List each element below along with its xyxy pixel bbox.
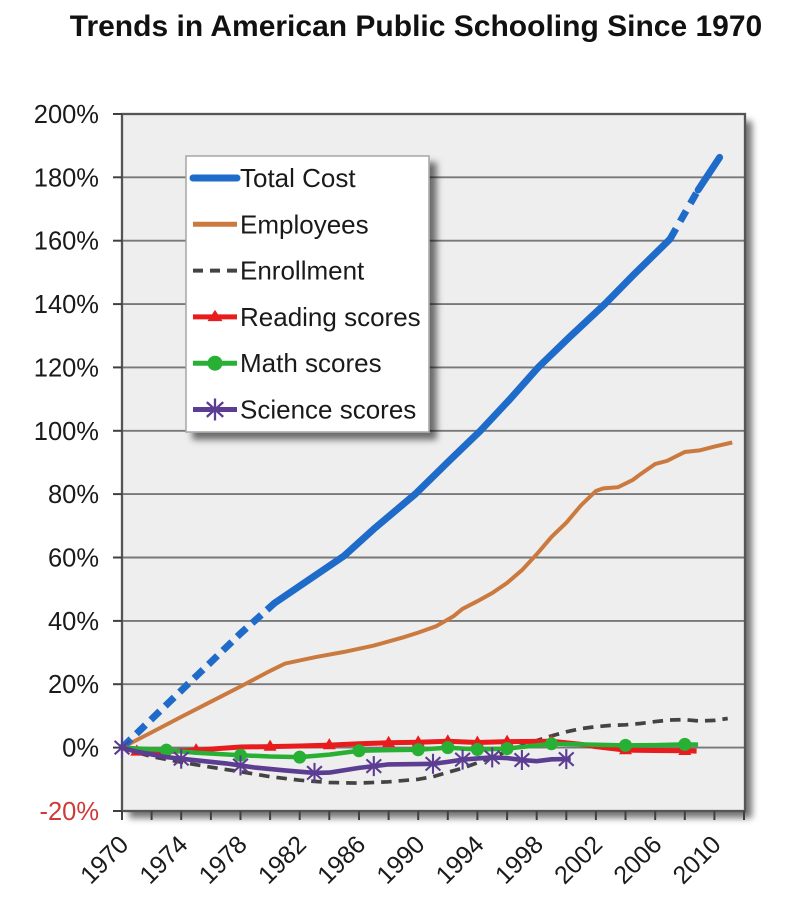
svg-text:60%: 60% bbox=[48, 545, 99, 573]
svg-text:Reading scores: Reading scores bbox=[240, 302, 421, 332]
svg-text:1986: 1986 bbox=[312, 830, 371, 889]
svg-text:40%: 40% bbox=[48, 608, 99, 636]
svg-text:160%: 160% bbox=[34, 228, 99, 256]
svg-text:180%: 180% bbox=[34, 164, 99, 192]
svg-text:1974: 1974 bbox=[134, 830, 193, 889]
svg-text:140%: 140% bbox=[34, 291, 99, 319]
svg-text:200%: 200% bbox=[34, 101, 99, 129]
svg-text:1994: 1994 bbox=[431, 830, 490, 889]
svg-text:Science scores: Science scores bbox=[240, 395, 416, 425]
svg-text:1978: 1978 bbox=[194, 830, 253, 889]
svg-text:1998: 1998 bbox=[490, 830, 549, 889]
svg-text:20%: 20% bbox=[48, 671, 99, 699]
svg-text:1990: 1990 bbox=[371, 830, 430, 889]
svg-text:2006: 2006 bbox=[608, 830, 667, 889]
svg-text:Employees: Employees bbox=[240, 209, 369, 239]
svg-text:Math scores: Math scores bbox=[240, 348, 382, 378]
svg-text:120%: 120% bbox=[34, 354, 99, 382]
svg-text:0%: 0% bbox=[62, 735, 99, 763]
svg-text:80%: 80% bbox=[48, 481, 99, 509]
svg-text:1970: 1970 bbox=[75, 830, 134, 889]
svg-text:Enrollment: Enrollment bbox=[240, 256, 365, 286]
svg-text:Total Cost: Total Cost bbox=[240, 163, 356, 193]
svg-text:2002: 2002 bbox=[549, 830, 608, 889]
svg-text:1982: 1982 bbox=[253, 830, 312, 889]
svg-text:2010: 2010 bbox=[668, 830, 727, 889]
svg-text:100%: 100% bbox=[34, 418, 99, 446]
svg-text:-20%: -20% bbox=[39, 798, 99, 826]
